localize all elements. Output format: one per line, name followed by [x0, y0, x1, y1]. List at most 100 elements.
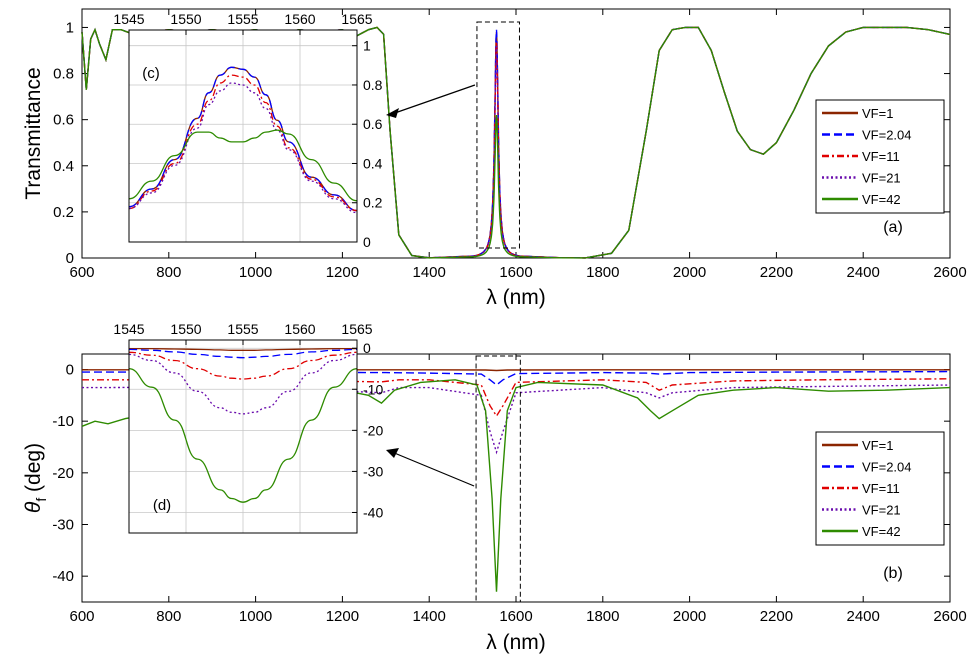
series-line-vf-11	[82, 378, 951, 418]
inset-c: 1545 1550 1555 1560 1565 0 0.2 0.4 0.6 0.8 1 (c)	[113, 11, 382, 250]
inset-x-tick-label: 1545	[113, 11, 144, 27]
y-tick-label: -10	[52, 413, 74, 430]
zoom-region-box	[476, 21, 520, 249]
legend-label: VF=2.04	[862, 128, 912, 143]
legend: VF=1 VF=2.04 VF=11 VF=21 VF=42	[815, 431, 945, 546]
x-tick-label: 2000	[673, 264, 706, 281]
inset-x-tick-label: 1560	[284, 11, 315, 27]
inset-x-tick-label: 1560	[284, 321, 315, 337]
x-tick-label: 2000	[673, 608, 706, 625]
y-tick-label: -30	[52, 517, 74, 534]
x-tick-label: 2600	[933, 608, 966, 625]
arrow-head	[386, 108, 399, 118]
y-axis-label: θf (deg)	[22, 443, 49, 513]
inset-label: (d)	[153, 497, 171, 514]
zoom-region-box	[475, 355, 521, 603]
inset-y-tick-label: -10	[363, 381, 383, 397]
x-tick-label: 800	[156, 608, 181, 625]
inset-x-tick-label: 1555	[227, 11, 258, 27]
legend-label: VF=2.04	[862, 460, 912, 475]
series-line-vf-21	[81, 26, 951, 259]
x-tick-label: 1800	[586, 264, 619, 281]
inset-x-tick-label: 1550	[170, 321, 201, 337]
series-line-vf-21	[81, 384, 951, 455]
x-tick-label: 1000	[239, 608, 272, 625]
inset-y-tick-label: 0.6	[363, 116, 383, 132]
y-tick-label: 0	[66, 362, 74, 379]
inset-y-tick-label: -20	[363, 422, 383, 438]
y-axis-symbol: θ	[22, 501, 45, 513]
inset-series-vf-42	[128, 368, 358, 503]
panel-a-series	[81, 26, 951, 259]
inset-series-vf-11	[128, 351, 358, 380]
x-tick-label: 1800	[586, 608, 619, 625]
inset-series-vf-1	[129, 347, 357, 351]
y-tick-label: 0.6	[53, 112, 74, 129]
inset-d: 1545 1550 1555 1560 1565 0 -10 -20 -30 -40 (d)	[113, 321, 383, 534]
y-tick-label: -40	[52, 568, 74, 585]
arrow-head	[386, 448, 399, 458]
inset-y-tick-label: -40	[363, 504, 383, 520]
zoom-arrow	[391, 451, 475, 487]
x-tick-label: 600	[69, 608, 94, 625]
inset-y-tick-label: 0	[363, 340, 371, 356]
legend-label: VF=11	[862, 149, 900, 164]
inset-y-tick-label: 1	[363, 38, 371, 54]
panel-label: (a)	[883, 219, 903, 236]
x-axis-label: λ (nm)	[486, 286, 546, 309]
y-axis-label: Transmittance	[22, 67, 45, 199]
inset-x-tick-label: 1545	[113, 321, 144, 337]
inset-y-tick-label: 0.2	[363, 195, 383, 211]
y-tick-label: 0.4	[53, 158, 74, 175]
x-tick-label: 1600	[499, 264, 532, 281]
series-line-vf-2-04	[82, 370, 951, 386]
y-tick-label: 0	[66, 250, 74, 267]
x-tick-label: 600	[69, 264, 94, 281]
x-tick-label: 2600	[933, 264, 966, 281]
x-tick-label: 2200	[760, 264, 793, 281]
legend-label: VF=42	[862, 524, 901, 539]
inset-x-tick-label: 1550	[170, 11, 201, 27]
legend-label: VF=1	[862, 438, 893, 453]
x-tick-label: 1200	[326, 264, 359, 281]
x-tick-label: 1600	[499, 608, 532, 625]
inset-series-vf-2-04	[128, 348, 358, 359]
y-tick-label: 1	[66, 19, 74, 36]
inset-series-vf-2-04	[128, 66, 358, 212]
zoom-arrow	[391, 84, 476, 115]
inset-y-tick-label: 0.8	[363, 77, 383, 93]
inset-y-tick-label: 0	[363, 234, 371, 250]
x-tick-label: 2400	[847, 608, 880, 625]
y-axis-unit: (deg)	[22, 443, 45, 498]
y-axis-subscript: f	[33, 498, 49, 502]
legend-label: VF=21	[862, 171, 901, 186]
inset-x-tick-label: 1555	[227, 321, 258, 337]
inset-y-tick-label: -30	[363, 463, 383, 479]
series-line-vf-42	[81, 26, 951, 259]
x-tick-label: 1000	[239, 264, 272, 281]
legend: VF=1 VF=2.04 VF=11 VF=21 VF=42	[815, 99, 945, 214]
inset-label: (c)	[142, 65, 160, 82]
legend-label: VF=21	[862, 503, 901, 518]
inset-x-tick-label: 1565	[341, 11, 372, 27]
x-tick-label: 1400	[413, 264, 446, 281]
y-tick-label: 0.2	[53, 204, 74, 221]
x-axis-label: λ (nm)	[486, 631, 546, 654]
inset-series-vf-42	[128, 129, 358, 202]
x-tick-label: 1400	[413, 608, 446, 625]
y-tick-label: -20	[52, 465, 74, 482]
x-tick-label: 2200	[760, 608, 793, 625]
panel-label: (b)	[883, 565, 903, 582]
x-tick-label: 1200	[326, 608, 359, 625]
inset-series-vf-21	[128, 82, 358, 214]
y-tick-label: 0.8	[53, 66, 74, 83]
inset-y-tick-label: 0.4	[363, 155, 383, 171]
legend-label: VF=42	[862, 192, 901, 207]
inset-series-vf-21	[128, 353, 358, 415]
x-tick-label: 2400	[847, 264, 880, 281]
x-tick-label: 800	[156, 264, 181, 281]
inset-x-tick-label: 1565	[341, 321, 372, 337]
inset-series-vf-11	[128, 74, 358, 212]
legend-label: VF=1	[862, 106, 893, 121]
